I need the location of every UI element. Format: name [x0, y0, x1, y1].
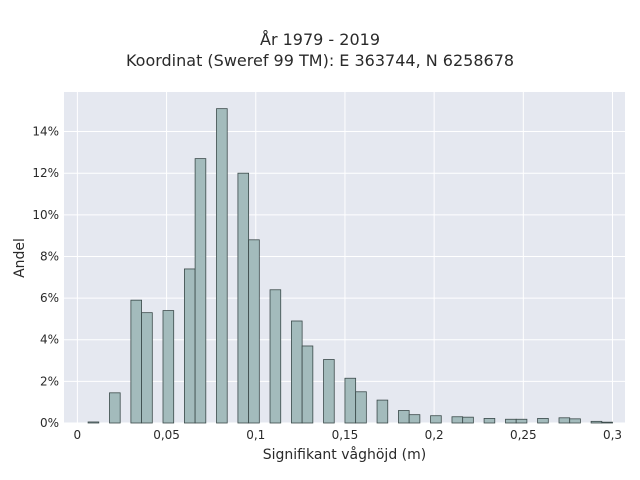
histogram-bar	[248, 239, 260, 424]
histogram-bar	[87, 421, 100, 424]
histogram-bar	[569, 418, 581, 424]
y-tick-label: 0%	[40, 416, 59, 430]
histogram-bar	[430, 415, 442, 424]
histogram-bar	[537, 418, 549, 424]
histogram-bar	[408, 414, 421, 424]
histogram-bar	[398, 410, 410, 424]
histogram-bar	[216, 108, 228, 424]
x-tick-label: 0,05	[153, 428, 180, 442]
x-tick-label: 0	[74, 428, 82, 442]
histogram-bar	[515, 418, 528, 424]
y-tick-label: 10%	[32, 208, 59, 222]
y-tick-labels: 0% 2% 4% 6% 8% 10% 12% 14%	[32, 125, 59, 430]
histogram-bar	[141, 312, 153, 424]
histogram-bar	[130, 299, 142, 424]
histogram-bar	[323, 359, 335, 424]
y-tick-label: 4%	[40, 333, 59, 347]
chart-title-line-1: År 1979 - 2019	[260, 30, 380, 49]
y-tick-label: 14%	[32, 125, 59, 139]
histogram-bar	[376, 399, 389, 424]
x-tick-label: 0,15	[332, 428, 359, 442]
y-tick-label: 8%	[40, 249, 59, 263]
histogram-bar	[162, 310, 175, 424]
x-tick-label: 0,1	[246, 428, 265, 442]
bars	[87, 108, 613, 424]
histogram-bar	[462, 416, 474, 424]
x-axis-label: Signifikant våghöjd (m)	[262, 447, 427, 463]
histogram-bar	[355, 391, 367, 424]
chart-title-line-2: Koordinat (Sweref 99 TM): E 363744, N 62…	[125, 51, 515, 70]
histogram-bar	[109, 392, 121, 424]
x-tick-label: 0,25	[510, 428, 537, 442]
histogram-bar	[194, 158, 207, 424]
histogram-bar	[601, 421, 613, 424]
histogram-bar	[301, 345, 314, 424]
x-tick-label: 0,2	[425, 428, 444, 442]
x-tick-labels: 0 0,05 0,1 0,15 0,2 0,25 0,3	[74, 428, 623, 442]
histogram-bar	[291, 320, 303, 424]
y-tick-label: 2%	[40, 374, 59, 388]
y-axis-label: Andel	[12, 238, 28, 278]
histogram-bar	[184, 268, 196, 424]
y-tick-label: 6%	[40, 291, 59, 305]
x-tick-label: 0,3	[603, 428, 622, 442]
histogram-bar	[344, 377, 357, 424]
grid-lines	[64, 92, 625, 424]
histogram-bar	[269, 289, 282, 424]
y-tick-label: 12%	[32, 166, 59, 180]
histogram-bar	[590, 420, 603, 424]
histogram-bar	[558, 417, 571, 424]
histogram-bar	[505, 418, 517, 424]
histogram-bar	[451, 416, 464, 424]
histogram-bar	[237, 172, 250, 424]
histogram-bar	[483, 418, 496, 424]
